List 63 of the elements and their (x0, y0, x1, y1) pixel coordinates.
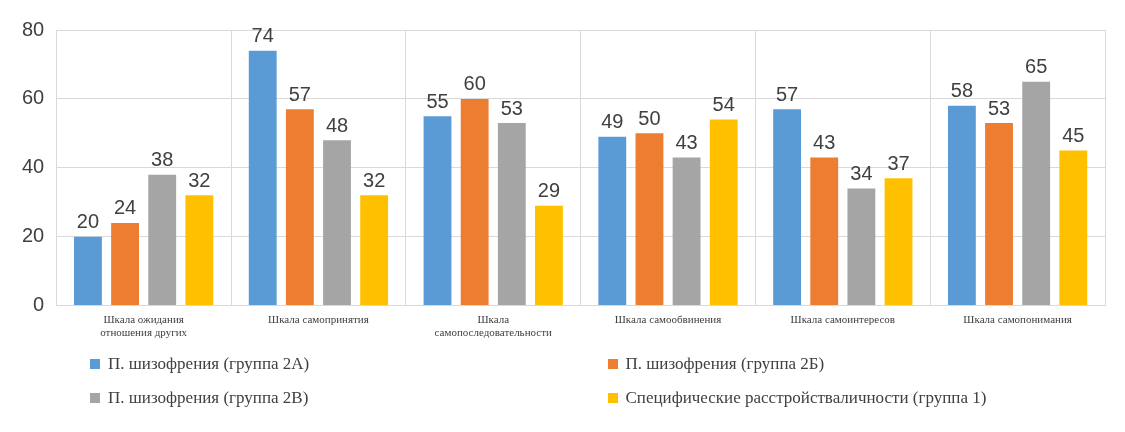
bar (709, 119, 738, 306)
bar (672, 157, 701, 306)
data-label: 34 (850, 161, 873, 184)
bar (360, 195, 389, 306)
x-tick-label: Шкала ожидания отношения других (100, 313, 188, 339)
data-label: 50 (638, 106, 661, 129)
bar (773, 109, 802, 306)
bar (810, 157, 839, 306)
data-label: 57 (288, 82, 311, 105)
bar (535, 205, 563, 306)
bar (460, 98, 489, 306)
legend-label: Специфические расстройстваличности (группа 1) (625, 388, 987, 408)
bar (248, 50, 277, 306)
data-label: 57 (775, 82, 799, 105)
legend-label: П. шизофрения (группа 2Б) (625, 354, 825, 374)
x-tick-label: Шкала самопоследовательности (434, 313, 552, 339)
y-tick-label: 40 (22, 155, 45, 178)
data-label: 29 (537, 179, 561, 202)
bar (1059, 150, 1088, 306)
y-tick-label: 20 (22, 224, 45, 247)
data-label: 37 (887, 151, 910, 174)
x-tick-label: Шкала самопонимания (963, 313, 1072, 326)
bar (847, 188, 876, 306)
bar (423, 116, 452, 306)
data-label: 32 (188, 168, 211, 191)
data-label: 45 (1062, 124, 1085, 147)
bar (497, 123, 526, 306)
data-label: 58 (950, 79, 974, 102)
data-label: 38 (151, 148, 174, 171)
legend-label: П. шизофрения (группа 2В) (108, 388, 309, 408)
bar (285, 109, 314, 306)
data-label: 43 (813, 130, 836, 153)
bar (111, 222, 139, 306)
data-label: 55 (426, 89, 449, 112)
data-label: 24 (113, 196, 137, 219)
bar (947, 105, 976, 306)
bar (884, 178, 913, 306)
data-label: 32 (363, 168, 386, 191)
y-tick-label: 80 (22, 17, 45, 40)
x-tick-label: Шкала самообвинения (614, 313, 722, 326)
bar (635, 133, 664, 306)
y-tick-label: 60 (22, 86, 45, 109)
legend-label: П. шизофрения (группа 2А) (108, 354, 310, 374)
bar (1022, 81, 1051, 306)
x-tick-label: Шкала самоинтересов (790, 313, 896, 326)
data-label: 49 (601, 110, 624, 133)
data-label: 53 (500, 96, 523, 119)
data-label: 54 (712, 93, 735, 116)
data-label: 74 (251, 24, 274, 47)
data-label: 53 (987, 96, 1011, 119)
bar (74, 236, 102, 306)
data-label: 48 (325, 113, 349, 136)
x-tick-label: Шкала самопринятия (268, 313, 369, 326)
data-label: 60 (463, 72, 486, 95)
bar (323, 140, 351, 306)
data-label: 20 (76, 210, 100, 233)
y-tick-label: 0 (33, 293, 45, 316)
bar (148, 174, 177, 306)
data-label: 65 (1025, 55, 1048, 78)
data-label: 43 (675, 130, 698, 153)
bar (985, 123, 1013, 306)
bar (185, 195, 214, 306)
bar (598, 136, 627, 306)
